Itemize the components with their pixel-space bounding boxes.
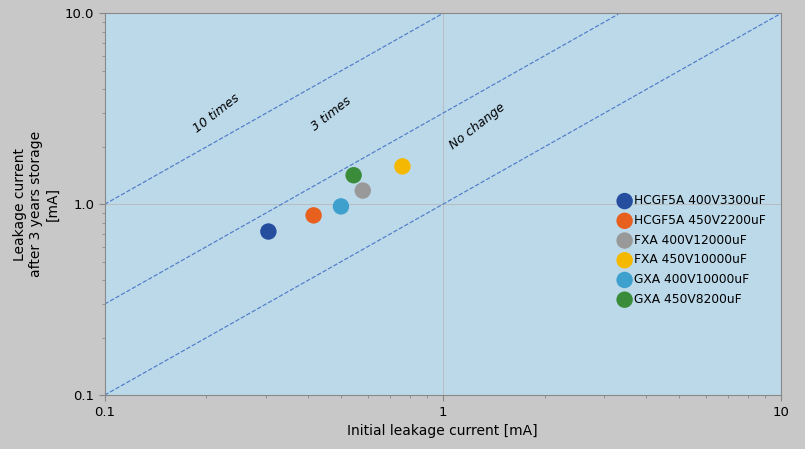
FXA 400V12000uF [357,187,369,194]
HCGF5A 450V2200uF [308,212,320,219]
Text: 10 times: 10 times [191,92,242,136]
Text: 3 times: 3 times [308,94,353,133]
Legend: HCGF5A 400V3300uF, HCGF5A 450V2200uF, FXA 400V12000uF, FXA 450V10000uF, GXA 400V: HCGF5A 400V3300uF, HCGF5A 450V2200uF, FX… [617,189,770,311]
FXA 450V10000uF [396,163,409,170]
HCGF5A 400V3300uF [262,228,275,235]
GXA 400V10000uF [335,203,348,210]
Text: No change: No change [447,101,508,152]
GXA 450V8200uF [347,172,360,179]
Y-axis label: Leakage current
after 3 years storage
[mA]: Leakage current after 3 years storage [m… [13,131,60,277]
X-axis label: Initial leakage current [mA]: Initial leakage current [mA] [348,424,538,438]
